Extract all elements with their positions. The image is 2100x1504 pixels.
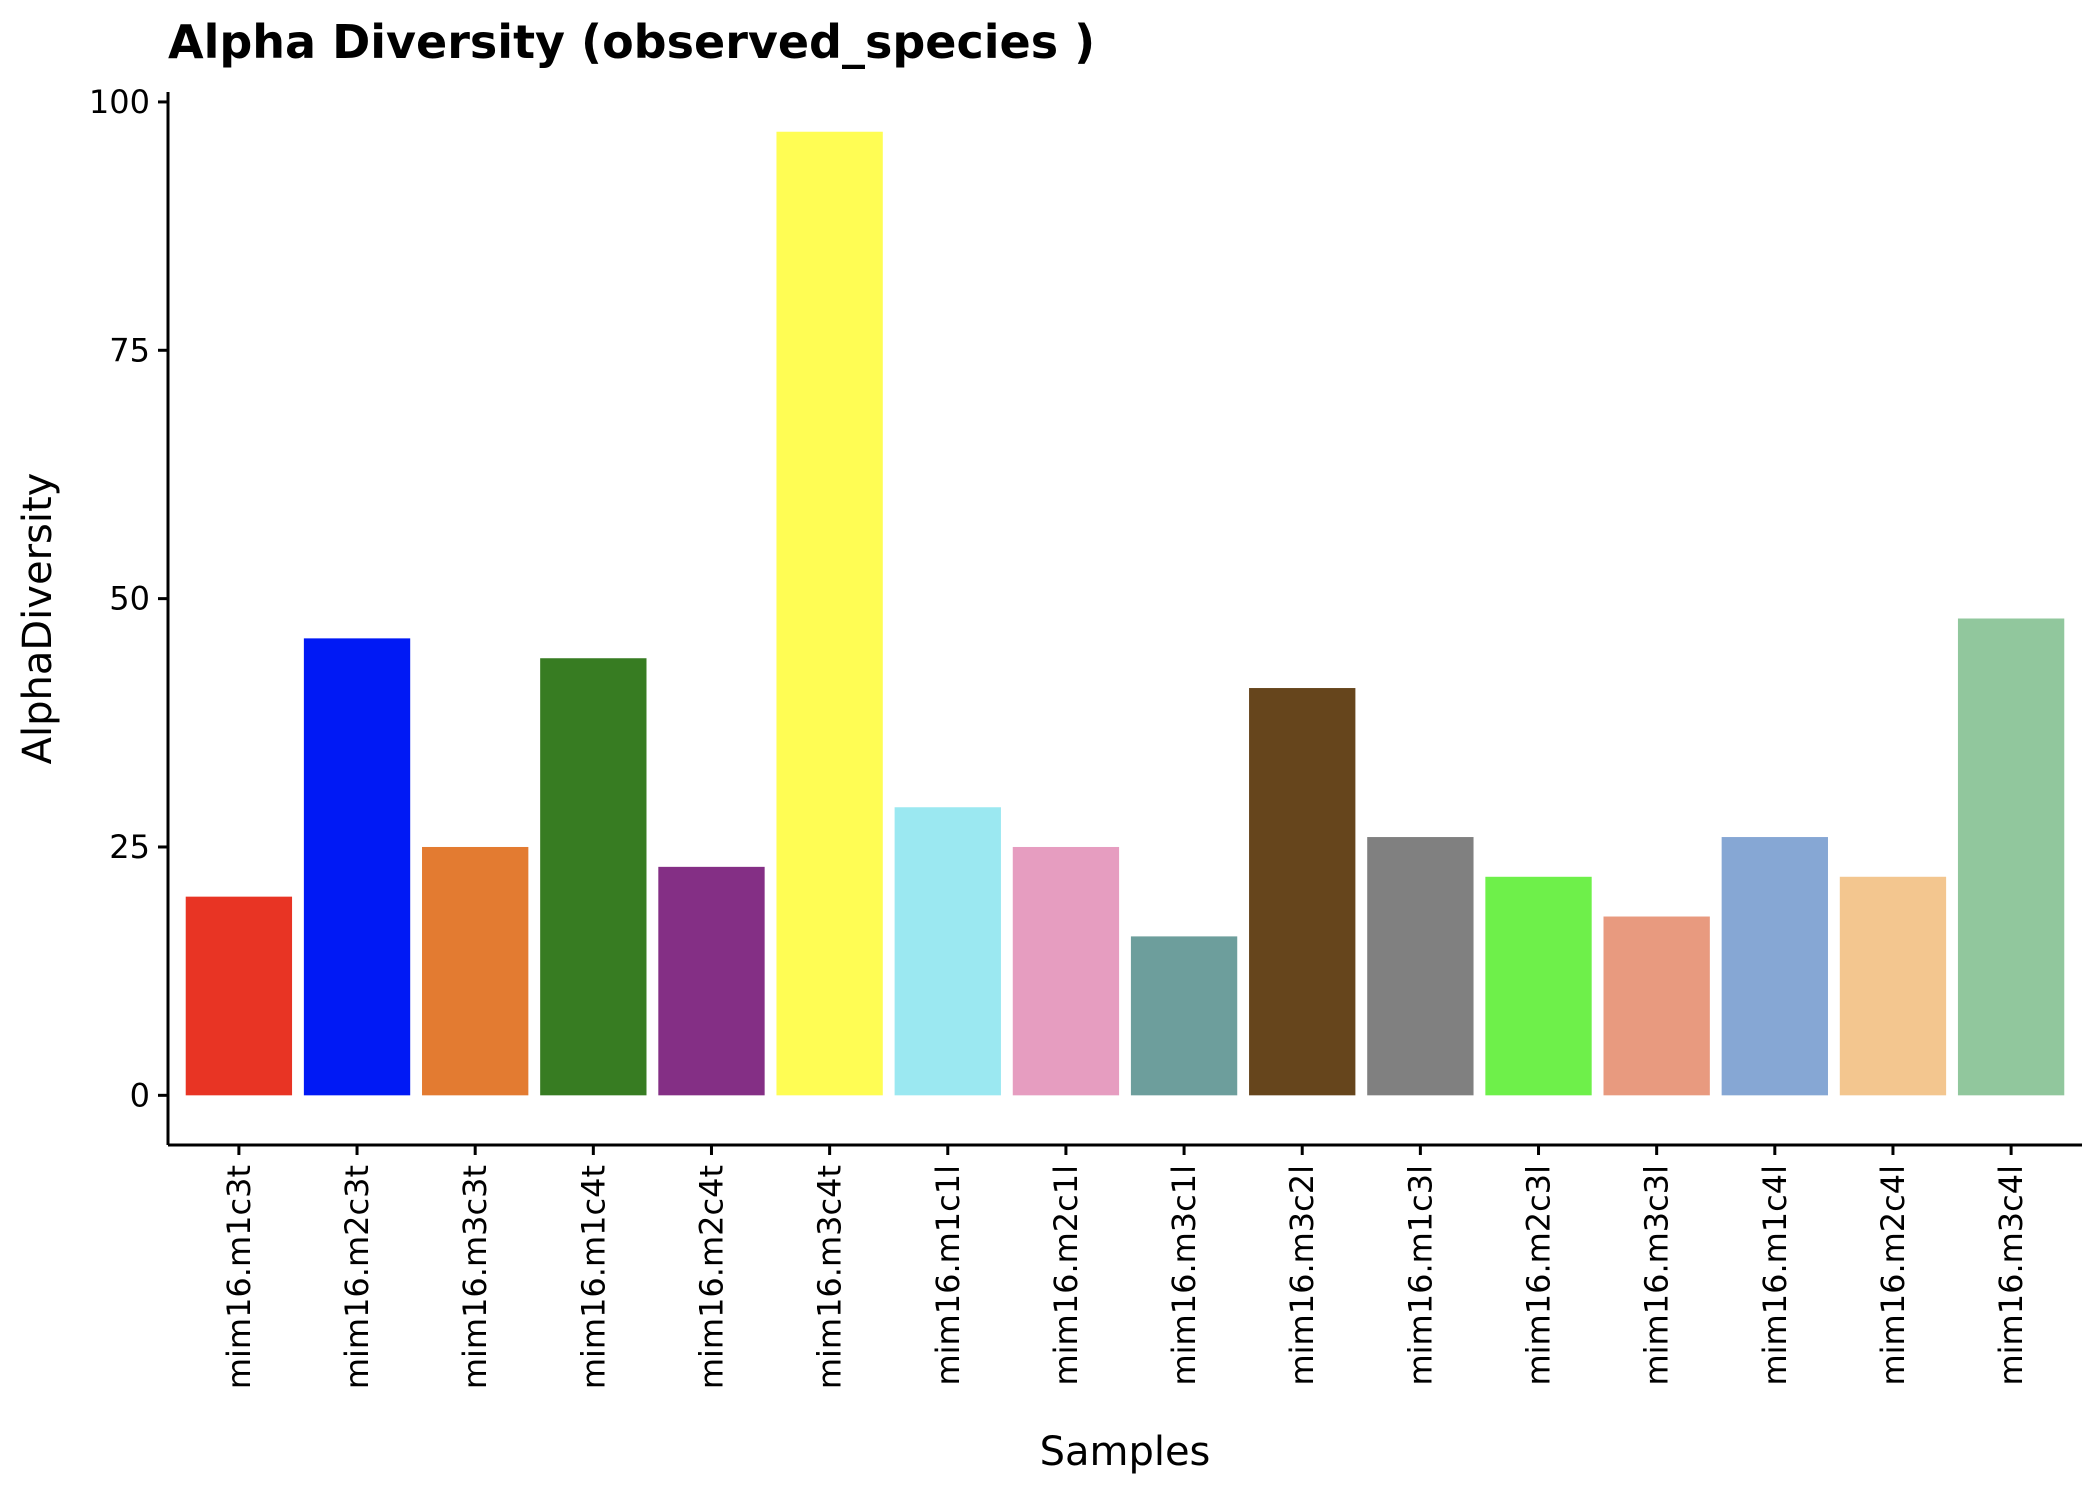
x-tick-label: mim16.m2c3l [1520,1165,1558,1386]
x-tick-label: mim16.m3c3t [456,1165,494,1389]
x-tick-label: mim16.m3c1l [1165,1165,1203,1386]
bar-mim16.m2c1l [1012,846,1120,1096]
x-tick-label: mim16.m3c4l [1992,1165,2030,1386]
bar-mim16.m3c2l [1249,688,1356,1096]
bar-mim16.m1c3l [1367,837,1474,1096]
x-tick-label: mim16.m2c3t [338,1165,376,1389]
bar-mim16.m2c3t [303,638,411,1096]
bar-mim16.m3c4l [1957,618,2065,1096]
y-tick-label: 100 [89,83,150,121]
bar-mim16.m2c3l [1485,876,1592,1096]
bar-mim16.m3c1l [1130,936,1238,1096]
x-tick-label: mim16.m2c1l [1047,1165,1085,1386]
x-tick-label: mim16.m2c4l [1874,1165,1912,1386]
bar-mim16.m3c4t [776,131,883,1096]
bar-mim16.m1c4t [540,658,647,1096]
x-tick-label: mim16.m3c4t [811,1165,849,1389]
y-axis-ticks: 0 25 50 75 100 [89,83,168,1114]
y-tick-label: 0 [130,1076,150,1114]
bar-mim16.m1c1l [894,807,1001,1096]
x-tick-label: mim16.m3c2l [1283,1165,1321,1386]
x-tick-label: mim16.m3c3l [1638,1165,1676,1386]
y-tick-label: 25 [109,828,150,866]
bar-mim16.m2c4t [658,866,765,1096]
y-tick-label: 75 [109,331,150,369]
x-tick-label: mim16.m1c3t [220,1165,258,1389]
x-tick-label: mim16.m2c4t [692,1165,730,1389]
bar-mim16.m3c3t [422,846,529,1096]
x-tick-label: mim16.m1c3l [1401,1165,1439,1386]
bar-mim16.m3c3l [1603,916,1710,1096]
y-tick-label: 50 [109,580,150,618]
y-axis-title: AlphaDiversity [15,473,61,765]
bar-mim16.m1c4l [1721,837,1828,1096]
x-tick-label: mim16.m1c4t [574,1165,612,1389]
x-tick-label: mim16.m1c4l [1756,1165,1794,1386]
bar-mim16.m2c4l [1839,876,1947,1096]
bars-group [185,131,2065,1096]
x-axis-ticks: mim16.m1c3t mim16.m2c3t mim16.m3c3t mim16.m… [220,1145,2030,1389]
bar-mim16.m1c3t [185,896,293,1096]
x-tick-label: mim16.m1c1l [929,1165,967,1386]
x-axis-title: Samples [1040,1429,1211,1475]
chart-title: Alpha Diversity (observed_species ) [168,15,1095,69]
